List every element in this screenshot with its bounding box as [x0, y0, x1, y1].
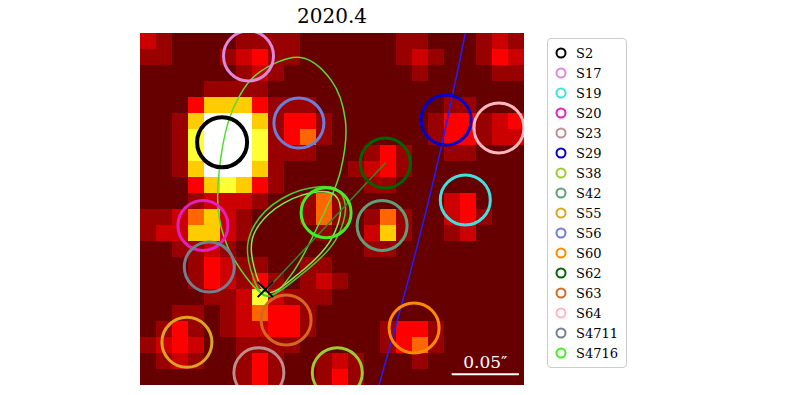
html-text:S2: S2 [576, 45, 594, 61]
html-text:S4711: S4711 [576, 325, 618, 341]
html-text:S42: S42 [576, 185, 602, 201]
html-text:S20: S20 [576, 105, 602, 121]
html-text:S4716: S4716 [576, 345, 618, 361]
html-text:S29: S29 [576, 145, 602, 161]
html-text:S56: S56 [576, 225, 602, 241]
html-text:S62: S62 [576, 265, 602, 281]
html-text:S38: S38 [576, 165, 602, 181]
html-text:S64: S64 [576, 305, 602, 321]
html-text:S55: S55 [576, 205, 602, 221]
html-text:S23: S23 [576, 125, 602, 141]
html-text:2020.4: 2020.4 [297, 4, 367, 28]
html-text:S19: S19 [576, 85, 602, 101]
html-text:S60: S60 [576, 245, 602, 261]
svg-text:0.05″: 0.05″ [463, 352, 507, 372]
html-text:S63: S63 [576, 285, 602, 301]
html-text:S17: S17 [576, 65, 602, 81]
